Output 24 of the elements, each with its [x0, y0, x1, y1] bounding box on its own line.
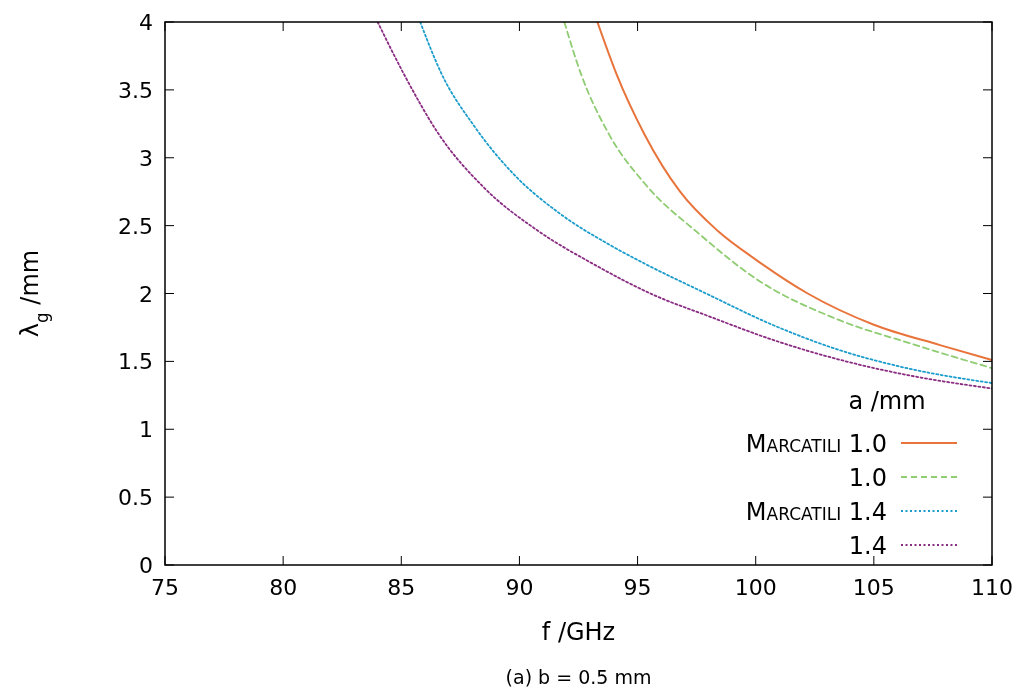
x-axis-title: f /GHz [541, 618, 616, 646]
y-tick-label: 3 [139, 145, 153, 171]
y-tick-label: 0 [139, 553, 153, 578]
x-tick-label: 85 [387, 575, 416, 600]
y-tick-label: 3.5 [118, 77, 153, 103]
legend-label: Marcatili 1.4 [745, 498, 887, 526]
legend-label: 1.4 [848, 532, 887, 560]
y-tick-label: 1.5 [118, 349, 153, 375]
legend-label: Marcatili 1.0 [745, 430, 887, 458]
x-tick-label: 95 [623, 575, 652, 600]
y-tick-label: 4 [139, 10, 153, 35]
y-tick-label: 2.5 [118, 213, 153, 239]
x-tick-label: 75 [151, 575, 179, 600]
text: (a) b = 0.5 mm [505, 666, 652, 688]
y-tick-label: 1 [139, 417, 153, 443]
x-tick-label: 105 [852, 575, 895, 600]
x-tick-label: 100 [734, 575, 777, 600]
y-tick-label: 0.5 [118, 485, 153, 511]
x-tick-label: 110 [971, 575, 1013, 600]
x-tick-label: 90 [505, 575, 534, 600]
y-tick-label: 2 [139, 281, 153, 307]
legend-title: a /mm [848, 387, 926, 415]
x-tick-label: 80 [269, 575, 298, 600]
legend-label: 1.0 [848, 464, 887, 492]
